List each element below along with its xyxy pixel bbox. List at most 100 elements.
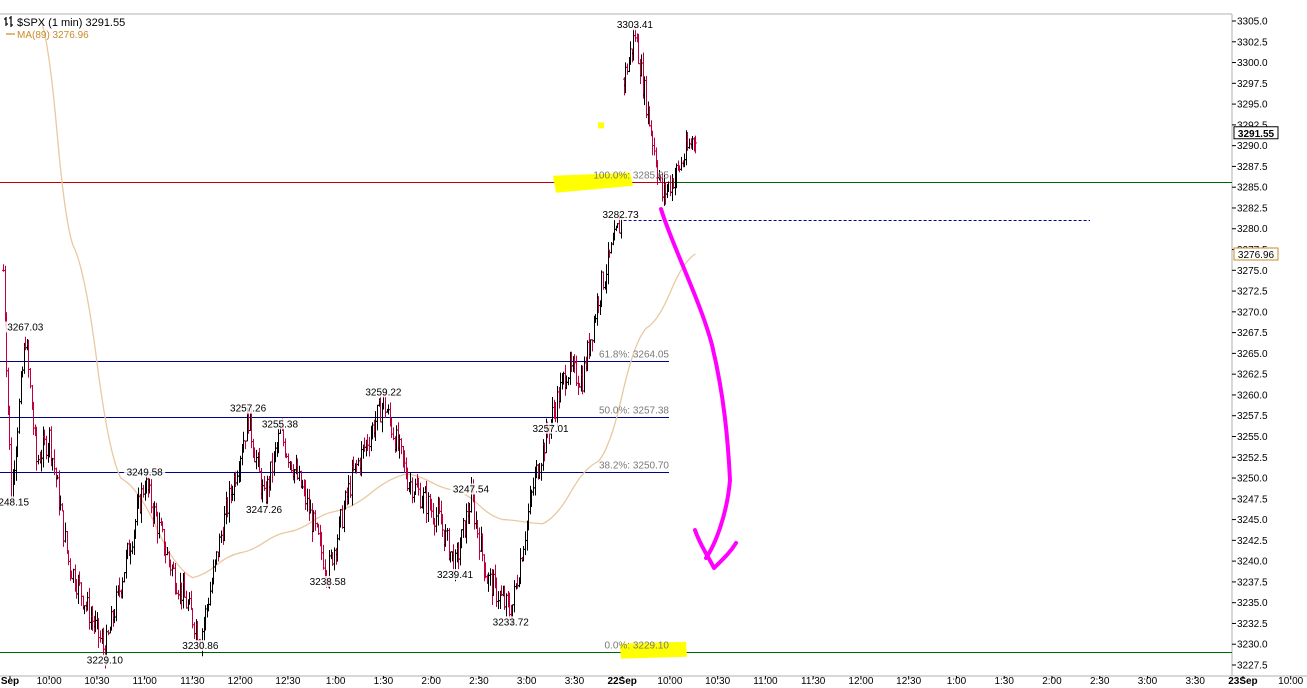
svg-text:3233.72: 3233.72 bbox=[493, 617, 530, 628]
price-bar bbox=[637, 33, 640, 65]
fib-level-label: 50.0%: 3257.38 bbox=[599, 406, 669, 417]
price-bar bbox=[131, 541, 134, 555]
price-label: 3239.41 bbox=[434, 569, 476, 581]
price-tick-label: 3260.0 bbox=[1237, 390, 1268, 401]
down-arrow-head[interactable] bbox=[693, 528, 738, 570]
svg-text:3249.58: 3249.58 bbox=[127, 468, 164, 479]
price-tick-label: 3237.5 bbox=[1237, 577, 1268, 588]
arrow-annotation[interactable] bbox=[659, 207, 738, 570]
price-bar bbox=[255, 449, 258, 470]
price-bar bbox=[185, 590, 188, 609]
svg-text:3230.86: 3230.86 bbox=[182, 641, 219, 652]
fib-level-label: 0.0%: 3229.10 bbox=[605, 641, 670, 652]
fibonacci-retracement[interactable] bbox=[0, 182, 1232, 653]
price-tick-label: 3290.0 bbox=[1237, 141, 1268, 152]
price-bar bbox=[271, 452, 274, 483]
price-bar bbox=[575, 355, 578, 387]
price-bar bbox=[489, 568, 492, 586]
price-bar bbox=[107, 629, 110, 636]
chart-title: $SPX (1 min) 3291.55 bbox=[17, 17, 125, 29]
price-bar bbox=[435, 507, 438, 533]
price-bar bbox=[532, 477, 535, 496]
price-label: 3248.15 bbox=[0, 496, 32, 508]
time-tick-label: 10:00 bbox=[37, 676, 62, 687]
time-tick-label: 3:00 bbox=[517, 676, 537, 687]
svg-text:3282.73: 3282.73 bbox=[603, 210, 640, 221]
svg-text:3257.26: 3257.26 bbox=[230, 404, 267, 415]
price-bar bbox=[680, 156, 683, 171]
price-tick-label: 3267.5 bbox=[1237, 328, 1268, 339]
price-label: 3238.58 bbox=[307, 575, 349, 588]
price-tick-label: 3242.5 bbox=[1237, 536, 1268, 547]
price-bar bbox=[322, 544, 325, 570]
price-bar bbox=[446, 527, 449, 541]
price-tick-label: 3305.0 bbox=[1237, 17, 1268, 28]
svg-text:3239.41: 3239.41 bbox=[437, 570, 474, 581]
price-bar bbox=[29, 367, 32, 389]
svg-text:3303.41: 3303.41 bbox=[617, 20, 654, 31]
highlight-bottom-level bbox=[620, 641, 687, 659]
price-bar bbox=[115, 585, 118, 622]
time-tick-label: 2:00 bbox=[421, 676, 441, 687]
price-bar bbox=[123, 572, 126, 583]
price-bar bbox=[158, 512, 161, 539]
price-axis[interactable]: 3305.0 3302.5 3300.0 3297.5 3295.0 3292.5 3290… bbox=[1232, 17, 1279, 672]
time-tick-label: 10:30 bbox=[705, 676, 730, 687]
price-tick-label: 3230.0 bbox=[1237, 640, 1268, 651]
price-label: 3267.03 bbox=[4, 321, 46, 334]
time-tick-label: 11:00 bbox=[753, 676, 778, 687]
price-tick-label: 3300.0 bbox=[1237, 58, 1268, 69]
price-bar bbox=[478, 527, 481, 560]
time-tick-label: 11:30 bbox=[801, 676, 826, 687]
time-tick-label: 3:30 bbox=[1185, 676, 1205, 687]
price-bar bbox=[64, 522, 67, 543]
time-tick-label: 10:30 bbox=[84, 676, 109, 687]
price-bar bbox=[411, 477, 414, 504]
price-bar bbox=[193, 622, 196, 640]
price-label: 3230.86 bbox=[179, 640, 221, 652]
price-bar bbox=[10, 437, 13, 503]
time-tick-label: 22Sep bbox=[607, 676, 636, 687]
price-bar bbox=[505, 593, 508, 618]
price-tick-label: 3252.5 bbox=[1237, 453, 1268, 464]
price-tick-label: 3232.5 bbox=[1237, 619, 1268, 630]
price-tick-label: 3292.5 bbox=[1237, 120, 1268, 131]
time-tick-label: 1:00 bbox=[326, 676, 346, 687]
price-bar bbox=[244, 440, 247, 450]
price-label: 3249.58 bbox=[124, 466, 166, 479]
price-tick-label: 3262.5 bbox=[1237, 370, 1268, 381]
price-tick-label: 3297.5 bbox=[1237, 79, 1268, 90]
price-label: 3247.54 bbox=[450, 483, 492, 495]
price-bar bbox=[669, 175, 672, 197]
price-tick-label: 3227.5 bbox=[1237, 661, 1268, 672]
price-label: 3255.38 bbox=[259, 418, 301, 430]
price-bar bbox=[645, 75, 648, 119]
time-tick-label: 10:00 bbox=[1278, 676, 1303, 687]
price-bar bbox=[602, 271, 605, 290]
time-tick-label: 3:00 bbox=[1138, 676, 1158, 687]
ma-value-badge: 3276.96 bbox=[1233, 247, 1279, 261]
time-tick-label: 2:30 bbox=[1090, 676, 1110, 687]
price-tick-label: 3250.0 bbox=[1237, 474, 1268, 485]
time-tick-label: Sep bbox=[1, 676, 19, 687]
time-axis[interactable]: Sep 10:00 10:30 11:00 11:30 12:00 12:30 1:00 1:3… bbox=[1, 676, 1307, 687]
down-arrow-stroke[interactable] bbox=[659, 207, 733, 560]
time-tick-label: 12:00 bbox=[848, 676, 873, 687]
price-label: 3282.73 bbox=[599, 209, 642, 221]
time-tick-label: 1:30 bbox=[374, 676, 394, 687]
price-tick-label: 3255.0 bbox=[1237, 432, 1268, 443]
price-bar bbox=[298, 465, 301, 481]
price-tick-label: 3302.5 bbox=[1237, 37, 1268, 48]
price-bar bbox=[497, 591, 500, 610]
price-tick-label: 3272.5 bbox=[1237, 287, 1268, 298]
price-tick-label: 3287.5 bbox=[1237, 162, 1268, 173]
price-bar bbox=[88, 587, 91, 630]
price-label: 3233.72 bbox=[490, 616, 532, 628]
price-bar bbox=[414, 478, 417, 496]
last-price-badge: 3291.55 bbox=[1233, 126, 1279, 140]
price-tick-label: 3285.0 bbox=[1237, 183, 1268, 194]
price-bar bbox=[287, 453, 290, 468]
time-tick-label: 2:00 bbox=[1042, 676, 1062, 687]
svg-text:3247.26: 3247.26 bbox=[246, 505, 283, 516]
